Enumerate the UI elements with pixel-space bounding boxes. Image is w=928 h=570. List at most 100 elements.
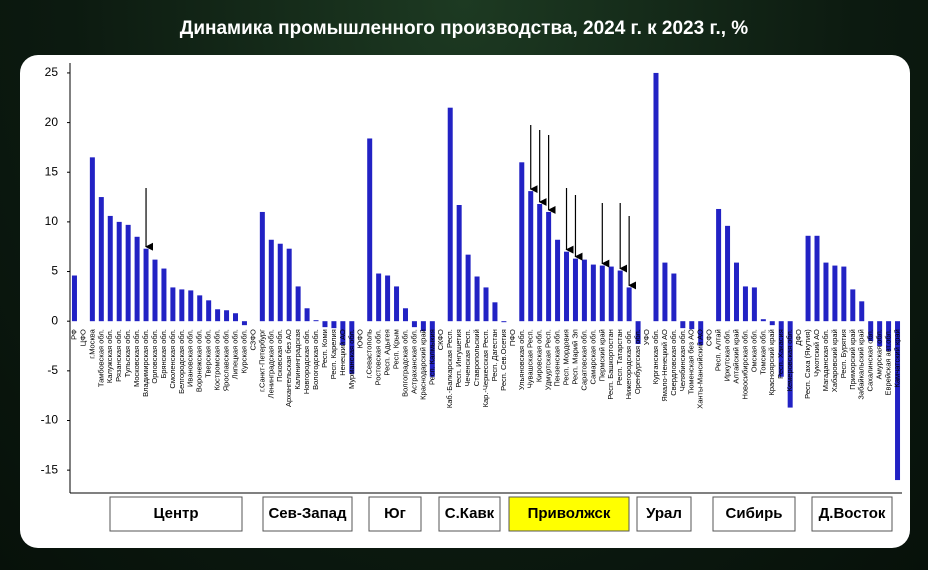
x-tick-label: Респ. Ингушетия — [454, 329, 463, 387]
bar — [259, 211, 265, 322]
x-tick-label: Омская обл. — [749, 329, 758, 372]
x-tick-label: СФО — [705, 329, 714, 346]
x-tick-label: Свердловская обл. — [669, 329, 678, 396]
x-tick-label: Красноярский край — [767, 329, 776, 395]
bar — [367, 138, 373, 322]
x-tick-label: Мурманская обл. — [347, 329, 356, 389]
bar — [474, 276, 480, 322]
bar — [295, 286, 301, 322]
x-tick-label: Респ. Марий Эл — [570, 329, 579, 384]
bar — [814, 235, 820, 322]
x-tick-label: Челябинская обл. — [678, 329, 687, 391]
y-tick-label: -15 — [41, 462, 59, 476]
x-tick-label: Иркутская обл. — [723, 329, 732, 381]
bar — [313, 320, 319, 322]
x-tick-label: Краснодарский край — [418, 329, 427, 400]
bar — [447, 107, 453, 322]
bar — [868, 321, 874, 342]
x-tick-label: Самарская обл. — [588, 329, 597, 384]
x-tick-label: Астраханская обл. — [409, 329, 418, 394]
bar — [760, 319, 766, 322]
x-tick-label: Чукотский АО — [812, 329, 821, 377]
group-label: Приволжск — [528, 505, 611, 522]
x-tick-label: Оренбургская обл. — [633, 329, 642, 394]
bar — [429, 321, 435, 377]
x-tick-label: Пензенская обл. — [553, 329, 562, 386]
group-box — [811, 496, 893, 532]
bar — [877, 321, 883, 347]
bar — [742, 286, 748, 322]
bar — [671, 273, 677, 322]
y-tick-label: -10 — [41, 413, 59, 427]
bar — [116, 221, 122, 322]
group-label: Сибирь — [726, 505, 783, 522]
bar — [725, 225, 731, 322]
x-tick-label: Респ. Бурятия — [839, 329, 848, 378]
bar — [823, 262, 829, 322]
x-tick-label: Пермский край — [597, 329, 606, 381]
x-tick-label: Приморский край — [848, 329, 857, 390]
x-tick-label: Сахалинская обл. — [866, 329, 875, 391]
x-tick-label: Псковская обл. — [275, 329, 284, 382]
x-tick-label: Амурская обл. — [875, 329, 884, 379]
bar — [331, 321, 337, 329]
x-tick-label: Ставропольский — [472, 329, 481, 386]
x-tick-label: Брянская обл. — [159, 329, 168, 378]
x-tick-label: Владимирская обл. — [141, 329, 150, 397]
bar — [841, 266, 847, 322]
group-box — [712, 496, 796, 532]
x-tick-label: Респ. Татарстан — [615, 329, 624, 385]
x-tick-label: Новосибирская обл. — [740, 329, 749, 399]
bar — [349, 321, 355, 374]
x-tick-label: Тамбовская обл. — [96, 329, 105, 387]
bar — [483, 287, 489, 322]
x-tick-label: Еврейская авт.обл. — [884, 329, 893, 395]
x-tick-label: Респ. Алтай — [714, 329, 723, 371]
x-tick-label: г.Севастополь — [365, 329, 374, 378]
x-tick-label: Каб.-Балкарская Респ. — [445, 329, 454, 408]
bar — [233, 313, 239, 322]
bar — [850, 289, 856, 322]
x-tick-label: Респ. Коми — [320, 329, 329, 368]
x-tick-label: Магаданская обл. — [821, 329, 830, 391]
bar — [832, 265, 838, 322]
x-tick-label: Тверская обл. — [204, 329, 213, 378]
x-tick-label: Кировская обл. — [535, 329, 544, 382]
bar — [304, 308, 310, 322]
x-tick-label: Респ. Дагестан — [490, 329, 499, 381]
bar — [224, 310, 230, 322]
bar — [89, 157, 95, 322]
chart-title: Динамика промышленного производства, 202… — [180, 18, 749, 39]
x-tick-label: Респ. Крым — [392, 329, 401, 369]
bar — [215, 309, 221, 322]
x-tick-label: Воронежская обл. — [195, 329, 204, 392]
bar — [635, 321, 641, 345]
bar — [653, 72, 659, 322]
x-tick-label: Курская обл. — [239, 329, 248, 373]
x-tick-label: Ивановская обл. — [186, 329, 195, 387]
bar — [698, 321, 704, 346]
x-tick-label: ЮФО — [356, 329, 365, 348]
x-tick-label: Ненецкий АО — [338, 329, 347, 376]
group-box — [262, 496, 353, 532]
x-tick-label: Рязанская обл. — [114, 329, 123, 382]
panel — [20, 55, 910, 548]
bar — [107, 215, 113, 322]
x-tick-label: Архангельская без АО — [284, 329, 293, 407]
bar — [769, 321, 775, 326]
group-label: Д.Восток — [819, 505, 886, 522]
x-tick-label: Респ. Калмыкия — [427, 329, 436, 385]
bar — [501, 321, 507, 323]
group-box — [508, 496, 630, 532]
x-tick-label: Ростовская обл. — [374, 329, 383, 385]
x-tick-label: УФО — [642, 329, 651, 345]
bar — [680, 321, 686, 329]
bar — [197, 295, 203, 322]
x-tick-label: ПФО — [508, 329, 517, 346]
y-tick-label: -5 — [47, 363, 58, 377]
bar — [895, 321, 901, 481]
x-tick-label: Респ. Саха (Якутия) — [803, 329, 812, 399]
bar — [519, 162, 525, 322]
x-tick-label: г.Санкт-Петербург — [257, 329, 266, 392]
x-tick-label: Удмуртская Респ. — [544, 329, 553, 390]
